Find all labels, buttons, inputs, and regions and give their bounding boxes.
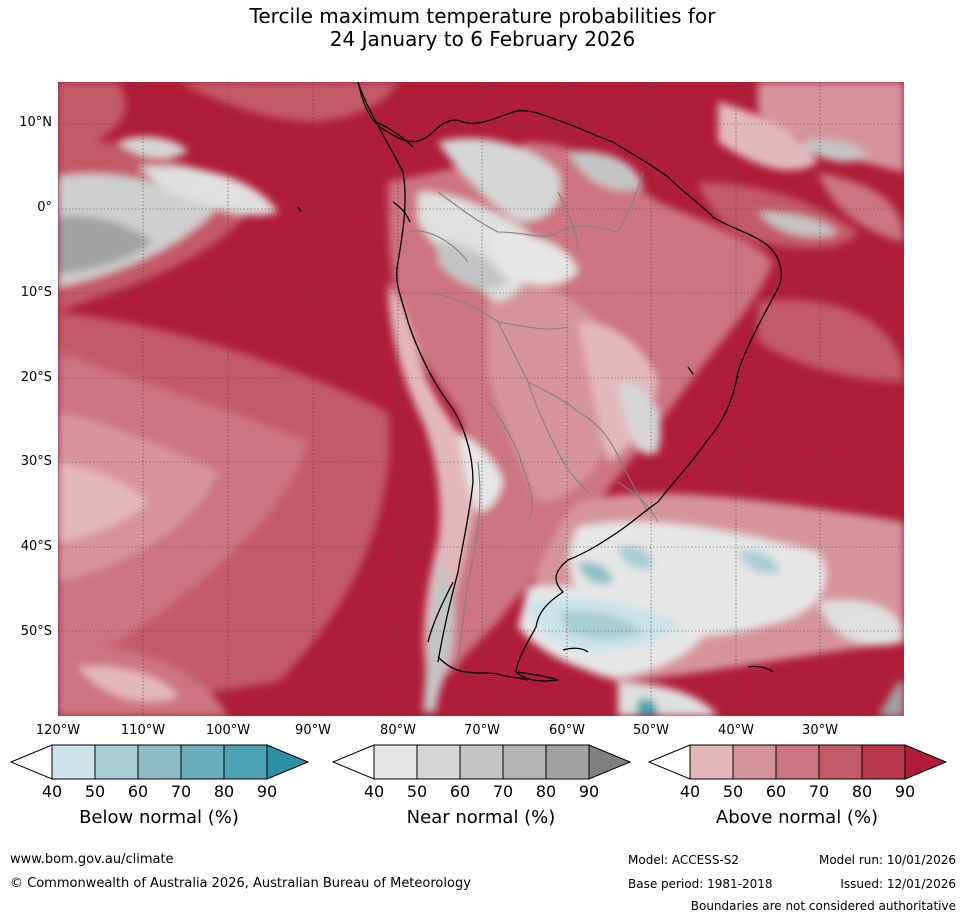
lat-label-0: 0°	[37, 200, 52, 215]
lon-label-50w: 50°W	[633, 723, 669, 738]
lon-label-120w: 120°W	[35, 723, 81, 738]
colorbar-near-low-extend	[331, 744, 375, 780]
map-title-line-2: 24 January to 6 February 2026	[329, 27, 636, 51]
colorbar-above-segment-50-60	[732, 744, 777, 780]
lon-label-80w: 80°W	[380, 723, 416, 738]
colorbar-below-svg	[9, 744, 310, 780]
colorbar-near-tick-90: 90	[578, 782, 600, 801]
lon-label-100w: 100°W	[205, 723, 251, 738]
colorbar-below-title: Below normal (%)	[79, 807, 239, 828]
colorbar-near-tick-40: 40	[363, 782, 385, 801]
colorbar-above-segment-80-90	[861, 744, 906, 780]
colorbar-below-segment-40-50	[51, 744, 96, 780]
lon-label-60w: 60°W	[549, 723, 585, 738]
country-borders	[407, 171, 659, 673]
lat-label-20s: 20°S	[20, 370, 52, 385]
colorbar-above-title: Above normal (%)	[715, 807, 879, 828]
colorbar-near-tick-60: 60	[449, 782, 471, 801]
footer-copyright: © Commonwealth of Australia 2026, Austra…	[10, 876, 471, 891]
colorbar-above-segment-40-50	[689, 744, 734, 780]
lat-label-10s: 10°S	[20, 285, 52, 300]
colorbar-below-segment-80-90	[223, 744, 268, 780]
colorbar-above-high-extend	[904, 744, 948, 780]
colorbar-above-tick-70: 70	[808, 782, 830, 801]
colorbar-below-tick-60: 60	[127, 782, 149, 801]
lon-label-40w: 40°W	[718, 723, 754, 738]
colorbar-above-tick-80: 80	[851, 782, 873, 801]
colorbar-below-low-extend	[9, 744, 53, 780]
colorbar-above-tick-50: 50	[722, 782, 744, 801]
colorbar-above-low-extend	[647, 744, 691, 780]
colorbar-near-tick-80: 80	[535, 782, 557, 801]
probability-map	[58, 82, 904, 716]
footer-disclaimer: Boundaries are not considered authoritat…	[690, 899, 956, 913]
lon-label-90w: 90°W	[295, 723, 331, 738]
footer-base-period: Base period: 1981-2018	[628, 877, 773, 891]
map-canvas	[58, 82, 904, 716]
lat-label-30s: 30°S	[20, 454, 52, 469]
colorbar-below-normal	[9, 744, 310, 784]
lon-label-70w: 70°W	[464, 723, 500, 738]
colorbar-near-high-extend	[588, 744, 632, 780]
colorbar-below-tick-80: 80	[213, 782, 235, 801]
colorbar-below-tick-70: 70	[170, 782, 192, 801]
colorbar-below-tick-90: 90	[256, 782, 278, 801]
colorbar-above-segment-60-70	[775, 744, 820, 780]
colorbar-near-segment-40-50	[373, 744, 418, 780]
colorbar-below-high-extend	[266, 744, 310, 780]
footer-issued: Issued: 12/01/2026	[840, 877, 956, 891]
map-title-line-1: Tercile maximum temperature probabilitie…	[249, 4, 716, 28]
footer-model: Model: ACCESS-S2	[628, 853, 740, 867]
footer-website-link[interactable]: www.bom.gov.au/climate	[10, 852, 174, 867]
colorbar-above-tick-60: 60	[765, 782, 787, 801]
colorbar-below-segment-70-80	[180, 744, 225, 780]
lon-label-110w: 110°W	[120, 723, 166, 738]
colorbar-above-tick-40: 40	[679, 782, 701, 801]
lat-label-50s: 50°S	[20, 624, 52, 639]
lat-label-40s: 40°S	[20, 539, 52, 554]
colorbar-below-segment-50-60	[94, 744, 139, 780]
probability-shading	[58, 82, 904, 716]
colorbar-near-segment-60-70	[459, 744, 504, 780]
colorbar-near-tick-70: 70	[492, 782, 514, 801]
coastlines	[297, 82, 782, 682]
colorbar-below-tick-50: 50	[84, 782, 106, 801]
colorbar-near-normal	[331, 744, 632, 784]
graticule	[58, 82, 904, 716]
lat-label-10n: 10°N	[19, 115, 52, 130]
colorbar-near-svg	[331, 744, 632, 780]
colorbar-above-normal	[647, 744, 948, 784]
lon-label-30w: 30°W	[802, 723, 838, 738]
footer-model-run: Model run: 10/01/2026	[818, 853, 956, 867]
colorbar-above-svg	[647, 744, 948, 780]
colorbar-near-segment-80-90	[545, 744, 590, 780]
colorbar-near-title: Near normal (%)	[406, 807, 556, 828]
colorbar-below-tick-40: 40	[41, 782, 63, 801]
colorbar-near-segment-50-60	[416, 744, 461, 780]
colorbar-below-segment-60-70	[137, 744, 182, 780]
colorbar-above-segment-70-80	[818, 744, 863, 780]
colorbar-near-segment-70-80	[502, 744, 547, 780]
colorbar-above-tick-90: 90	[894, 782, 916, 801]
colorbar-near-tick-50: 50	[406, 782, 428, 801]
